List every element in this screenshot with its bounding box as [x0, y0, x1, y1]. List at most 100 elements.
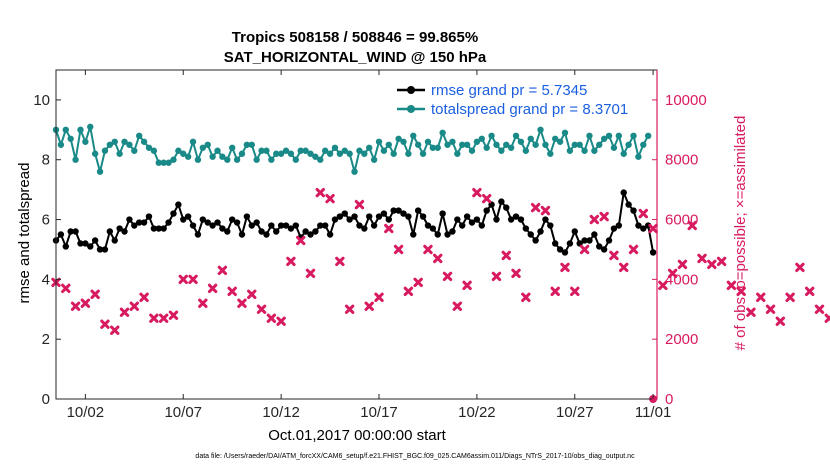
- obs-assimilated-marker: [648, 223, 658, 234]
- series-0-point: [380, 210, 388, 217]
- obs-assimilated-marker: [354, 199, 365, 210]
- series-0-point: [180, 216, 187, 223]
- series-0-point: [439, 210, 446, 217]
- series-1-point: [640, 141, 647, 148]
- obs-assimilated-marker: [335, 256, 345, 267]
- series-1-point: [243, 141, 251, 148]
- obs-assimilated-marker: [188, 274, 198, 285]
- obs-assimilated-marker: [110, 325, 120, 335]
- obs-assimilated-marker: [746, 307, 756, 317]
- series-0-point: [253, 219, 260, 226]
- series-1-point: [62, 126, 69, 134]
- series-0-point: [57, 231, 65, 238]
- obs-assimilated-marker: [433, 253, 443, 264]
- series-0-point: [214, 219, 221, 226]
- x-tick-label: 10/12: [262, 404, 300, 421]
- series-0-point: [581, 237, 588, 244]
- obs-assimilated-marker: [736, 286, 746, 297]
- series-1-point: [346, 150, 353, 157]
- obs-assimilated-marker: [158, 313, 169, 323]
- series-0-point: [248, 222, 255, 229]
- series-1-point: [424, 138, 432, 145]
- series-0-point: [209, 222, 216, 229]
- series-0-point: [503, 204, 510, 211]
- x-tick-label: 10/27: [556, 404, 594, 421]
- obs-assimilated-marker: [785, 292, 795, 303]
- series-0-point: [91, 237, 99, 244]
- series-0-point: [600, 246, 608, 253]
- series-1-point: [537, 126, 544, 134]
- series-1-point: [620, 150, 627, 157]
- series-0-point: [194, 231, 202, 238]
- series-0-point: [326, 231, 334, 238]
- obs-assimilated-marker: [237, 298, 247, 308]
- series-0-point: [522, 225, 530, 232]
- series-0-point: [625, 201, 632, 208]
- series-1-point: [238, 150, 246, 157]
- series-1-point: [429, 144, 437, 151]
- series-0-point: [219, 225, 226, 232]
- series-0-point: [610, 225, 618, 232]
- obs-assimilated-marker: [442, 271, 453, 282]
- series-1-point: [209, 153, 216, 160]
- series-1-point: [561, 129, 569, 137]
- series-1-point: [410, 132, 417, 139]
- series-0-point: [356, 222, 363, 229]
- series-1-point: [498, 147, 505, 154]
- obs-assimilated-marker: [530, 202, 541, 213]
- obs-assimilated-marker: [687, 220, 697, 231]
- x-tick-label: 10/02: [67, 404, 105, 421]
- series-0-point: [424, 222, 432, 229]
- series-0-point: [370, 222, 378, 229]
- series-0-point: [307, 231, 314, 238]
- series-0-point: [317, 222, 324, 229]
- series-1-point: [326, 150, 334, 157]
- series-0-point: [390, 207, 397, 214]
- series-0-point: [517, 216, 525, 223]
- series-0-point: [263, 231, 270, 238]
- series-0-point: [140, 219, 148, 226]
- obs-assimilated-marker: [824, 313, 830, 323]
- series-0-point: [243, 213, 251, 220]
- series-0-point: [87, 243, 94, 250]
- series-1-point: [385, 141, 393, 148]
- obs-assimilated-marker: [472, 187, 482, 198]
- series-0-point: [395, 207, 402, 214]
- series-0-point: [277, 222, 285, 229]
- series-1-point: [605, 132, 613, 139]
- series-0-point: [459, 222, 466, 229]
- x-axis-label: Oct.01,2017 00:00:00 start: [268, 427, 446, 444]
- series-0-point: [400, 210, 407, 217]
- obs-assimilated-marker: [716, 256, 727, 267]
- y-right-tick-label: 6000: [665, 212, 698, 229]
- obs-assimilated-marker: [256, 304, 267, 314]
- obs-assimilated-marker: [677, 259, 688, 270]
- series-0-point: [556, 246, 564, 253]
- series-0-point: [566, 240, 574, 247]
- y-axis-left: 0 2 4 6 8 10: [33, 92, 61, 408]
- series-1-point: [366, 144, 373, 151]
- series-0-point: [434, 231, 441, 238]
- legend: rmse grand pr = 5.7345 totalspread grand…: [397, 82, 628, 118]
- series-1-point: [596, 141, 603, 148]
- series-0-point: [258, 228, 265, 235]
- series-0-point: [228, 216, 236, 223]
- series-0-point: [312, 228, 319, 235]
- series-1-point: [214, 147, 221, 154]
- obs-assimilated-marker: [119, 307, 130, 317]
- series-1-point: [136, 132, 143, 139]
- series-1-point: [155, 159, 162, 166]
- series-0-point: [199, 216, 207, 223]
- series-1-point: [473, 138, 481, 145]
- obs-assimilated-marker: [560, 262, 570, 273]
- series-1-point: [131, 147, 138, 154]
- series-0-point: [136, 219, 143, 226]
- series-0-point: [493, 216, 500, 223]
- obs-assimilated-marker: [325, 193, 335, 204]
- plot-frame: [56, 70, 657, 399]
- y-left-tick-label: 6: [42, 212, 50, 229]
- series-1-point: [459, 141, 466, 148]
- obs-assimilated-marker: [364, 301, 374, 311]
- series-1-point: [307, 150, 314, 157]
